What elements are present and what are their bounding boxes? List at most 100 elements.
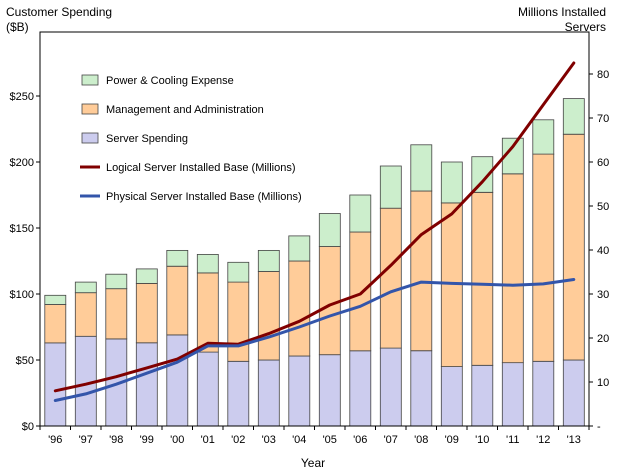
x-tick-label: '02 [231,434,245,446]
bar-power-cooling-expense [166,249,189,267]
bar-management-and-administration [349,231,372,352]
right-tick-label: 70 [597,113,609,125]
bar-power-cooling-expense [227,261,250,283]
bar-power-cooling-expense [471,156,494,193]
bar-management-and-administration [257,271,280,361]
right-tick-label: - [597,421,601,433]
left-tick-label: $50 [16,355,34,367]
bar-server-spending [44,342,67,427]
bar-management-and-administration [288,260,311,357]
x-tick-label: '08 [414,434,428,446]
x-tick-label: '05 [323,434,337,446]
bar-server-spending [166,334,189,427]
x-tick-label: '07 [384,434,398,446]
x-tick-label: '11 [506,434,520,446]
x-tick-label: '06 [353,434,367,446]
bar-power-cooling-expense [44,294,67,305]
bar-management-and-administration [196,272,219,353]
right-tick-label: 80 [597,69,609,81]
bar-power-cooling-expense [379,165,402,209]
bar-power-cooling-expense [135,268,158,284]
x-axis-title: Year [301,456,325,470]
right-tick-label: 30 [597,289,609,301]
x-tick-label: '01 [201,434,215,446]
line-logical-server-installed-base-millions [53,61,576,393]
bar-management-and-administration [135,282,158,344]
bar-management-and-administration [501,173,524,364]
right-tick-label: 60 [597,157,609,169]
bar-power-cooling-expense [74,281,97,294]
bar-management-and-administration [410,190,433,352]
right-tick-label: 50 [597,201,609,213]
bar-power-cooling-expense [288,235,311,262]
bars-layer [44,98,585,427]
left-axis-title-line1: Customer Spending [6,5,112,19]
bar-server-spending [471,364,494,427]
bar-management-and-administration [227,281,250,362]
bar-management-and-administration [105,288,128,340]
right-axis-title-line1: Millions Installed [518,5,606,19]
x-tick-label: '03 [262,434,276,446]
bar-server-spending [196,351,219,427]
bar-server-spending [410,350,433,427]
bar-server-spending [227,360,250,427]
left-tick-label: $100 [10,289,34,301]
legend-label-management-and-administration: Management and Administration [106,104,264,116]
left-tick-label: $150 [10,223,34,235]
bar-server-spending [318,354,341,427]
legend-label-server-spending: Server Spending [106,133,188,145]
bar-power-cooling-expense [562,98,585,135]
left-tick-label: $250 [10,91,34,103]
legend-swatch-power-cooling-expense [81,74,99,86]
x-tick-label: '00 [170,434,184,446]
line-physical-server-installed-base-millions [53,278,576,402]
bar-power-cooling-expense [349,194,372,233]
x-tick-label: '98 [109,434,123,446]
legend-swatch-management-and-administration [81,103,99,115]
bar-power-cooling-expense [196,253,219,274]
x-tick-label: '04 [292,434,306,446]
bar-server-spending [501,362,524,427]
right-axis-title-line2: Servers [565,20,606,34]
bar-management-and-administration [74,292,97,337]
bar-server-spending [440,366,463,427]
bar-power-cooling-expense [105,273,128,290]
bar-server-spending [288,355,311,427]
legend-label-physical-server-installed-base-millions: Physical Server Installed Base (Millions… [106,191,302,203]
bar-management-and-administration [471,191,494,366]
right-tick-label: 20 [597,333,609,345]
bar-power-cooling-expense [257,249,280,272]
right-tick-label: 40 [597,245,609,257]
bar-management-and-administration [318,246,341,356]
x-tick-label: '96 [48,434,62,446]
bar-power-cooling-expense [440,161,463,204]
legend-label-logical-server-installed-base-millions: Logical Server Installed Base (Millions) [106,162,296,174]
bar-server-spending [532,360,555,427]
bar-management-and-administration [44,304,67,344]
x-tick-label: '12 [536,434,550,446]
legend: Power & Cooling Expense Management and Ad… [80,74,302,203]
x-tick-label: '09 [445,434,459,446]
bar-management-and-administration [532,153,555,362]
bar-server-spending [379,347,402,427]
legend-swatch-server-spending [81,132,99,144]
bar-server-spending [562,359,585,427]
left-axis-title-line2: ($B) [6,20,29,34]
bar-server-spending [257,359,280,427]
bar-management-and-administration [166,265,189,336]
left-tick-label: $200 [10,157,34,169]
x-tick-label: '99 [140,434,154,446]
bar-management-and-administration [379,207,402,349]
bar-power-cooling-expense [318,213,341,247]
legend-label-power-cooling-expense: Power & Cooling Expense [106,75,234,87]
bar-server-spending [135,342,158,427]
axes-layer: $0 $50 $100 $150 $200 $250 - 10 20 30 40 50 60 70 80 '9… [10,69,610,446]
x-tick-label: '13 [567,434,581,446]
bar-power-cooling-expense [501,137,524,175]
x-tick-label: '10 [475,434,489,446]
bar-power-cooling-expense [532,119,555,155]
bar-management-and-administration [562,133,585,361]
x-tick-label: '97 [79,434,93,446]
bar-server-spending [349,350,372,427]
right-tick-label: 10 [597,377,609,389]
